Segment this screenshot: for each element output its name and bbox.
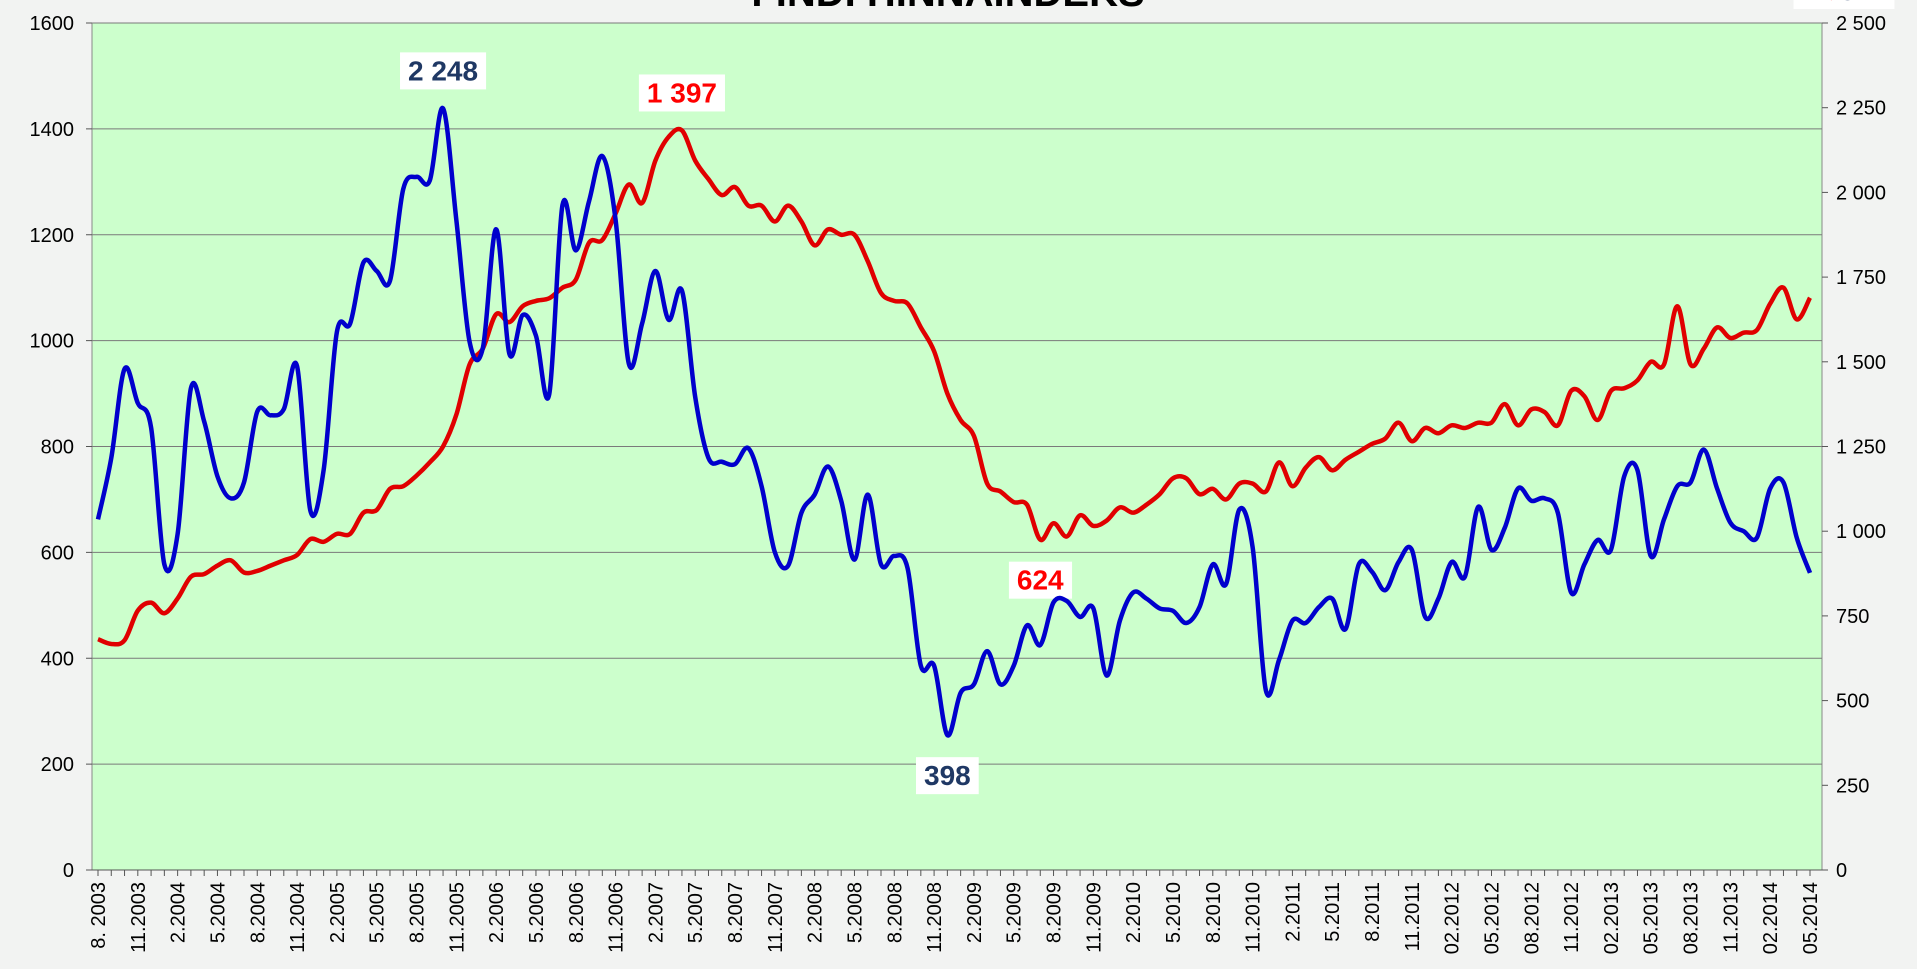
- x-tick-label: 05.2013: [1641, 882, 1663, 954]
- x-tick-label: 11.2013: [1720, 882, 1742, 953]
- x-tick-label: 05.2012: [1481, 882, 1503, 954]
- x-tick-label: 5.2009: [1004, 882, 1026, 943]
- data-label-box: [1008, 561, 1073, 599]
- x-tick-label: 2.2008: [805, 882, 827, 943]
- x-tick-label: 8.2006: [566, 882, 588, 943]
- y-tick-label: 1200: [30, 225, 75, 247]
- data-label-text: 398: [924, 760, 971, 791]
- x-tick-label: 08.2013: [1681, 882, 1703, 954]
- x-tick-label: 5.2011: [1322, 882, 1344, 942]
- x-tick-label: 5.2008: [844, 882, 866, 943]
- x-tick-label: 02.2012: [1442, 882, 1464, 954]
- data-label-box: [916, 757, 979, 795]
- y-tick-label: 1400: [30, 119, 75, 141]
- x-tick-label: 11.2004: [287, 882, 309, 953]
- y2-tick-label: 1 500: [1836, 352, 1886, 374]
- y2-tick-label: 500: [1836, 691, 1869, 713]
- y-tick-label: 400: [41, 648, 74, 670]
- x-tick-label: 11.2003: [128, 882, 150, 953]
- data-label-text: 624: [1017, 565, 1064, 596]
- x-tick-label: 2.2010: [1123, 882, 1145, 943]
- x-tick-label: 11.2011: [1402, 882, 1424, 951]
- y-tick-label: 600: [41, 542, 74, 564]
- x-tick-label: 11.2007: [765, 882, 787, 953]
- y2-tick-label: 2 250: [1836, 98, 1886, 120]
- x-tick-label: 11.2012: [1561, 882, 1583, 953]
- y2-tick-label: 1 750: [1836, 267, 1886, 289]
- x-tick-label: 11.2005: [446, 882, 468, 953]
- x-tick-label: 2.2005: [327, 882, 349, 943]
- y2-tick-label: 2 500: [1836, 13, 1886, 35]
- y-tick-label: 1600: [30, 13, 75, 35]
- data-label: 1 397: [638, 74, 725, 112]
- x-tick-label: 2.2011: [1282, 882, 1304, 942]
- x-tick-label: 8.2009: [1044, 882, 1066, 943]
- line-series: [97, 126, 1813, 647]
- y2-tick-label: 1 250: [1836, 437, 1886, 459]
- y-tick-label: 200: [41, 754, 74, 776]
- x-tick-label: 02.2013: [1601, 882, 1623, 954]
- x-tick-label: 11.2006: [606, 882, 628, 953]
- y-tick-label: 0: [63, 860, 74, 882]
- y2-tick-label: 750: [1836, 606, 1869, 628]
- x-tick-label: 2.2009: [964, 882, 986, 943]
- y2-tick-label: 2 000: [1836, 182, 1886, 204]
- x-tick-label: 8.2008: [884, 882, 906, 943]
- x-tick-label: 8. 2003: [88, 882, 110, 949]
- x-tick-label: 2.2004: [168, 882, 190, 943]
- x-tick-label: 2.2007: [645, 882, 667, 943]
- data-label: 2 248: [400, 52, 487, 90]
- data-label-text: 1 397: [647, 77, 717, 108]
- y-tick-label: 800: [41, 437, 74, 459]
- data-label-box: [638, 74, 725, 112]
- x-tick-label: 08.2012: [1521, 882, 1543, 954]
- x-tick-label: 5.2004: [207, 882, 229, 943]
- x-tick-label: 8.2007: [725, 882, 747, 943]
- x-tick-label: 5.2006: [526, 882, 548, 943]
- data-label: 398: [916, 757, 979, 795]
- y-tick-label: 1000: [30, 331, 75, 353]
- y2-tick-label: 0: [1836, 860, 1847, 882]
- data-label: 877: [1831, 0, 1895, 9]
- x-tick-label: 05.2014: [1800, 882, 1822, 954]
- data-label-text: 2 248: [408, 55, 478, 86]
- x-tick-label: 11.2010: [1243, 882, 1265, 953]
- x-tick-label: 11.2009: [1083, 882, 1105, 953]
- data-label-text: 877: [1840, 0, 1887, 6]
- x-tick-label: 8.2011: [1362, 882, 1384, 942]
- x-tick-label: 5.2007: [685, 882, 707, 943]
- y2-tick-label: 250: [1836, 775, 1869, 797]
- data-label-box: [400, 52, 487, 90]
- x-tick-label: 5.2005: [367, 882, 389, 943]
- data-label: 624: [1008, 561, 1073, 599]
- line-series: [95, 106, 1813, 738]
- x-tick-label: 11.2008: [924, 882, 946, 953]
- data-label-box: [1831, 0, 1895, 9]
- chart-title: FINDI HINNAINDEKS: [751, 0, 1144, 15]
- x-tick-label: 8.2005: [407, 882, 429, 943]
- x-tick-label: 8.2004: [247, 882, 269, 943]
- x-tick-label: 5.2010: [1163, 882, 1185, 943]
- y2-tick-label: 1 000: [1836, 521, 1886, 543]
- x-tick-label: 02.2014: [1760, 882, 1782, 954]
- x-tick-label: 8.2010: [1203, 882, 1225, 943]
- x-tick-label: 2.2006: [486, 882, 508, 943]
